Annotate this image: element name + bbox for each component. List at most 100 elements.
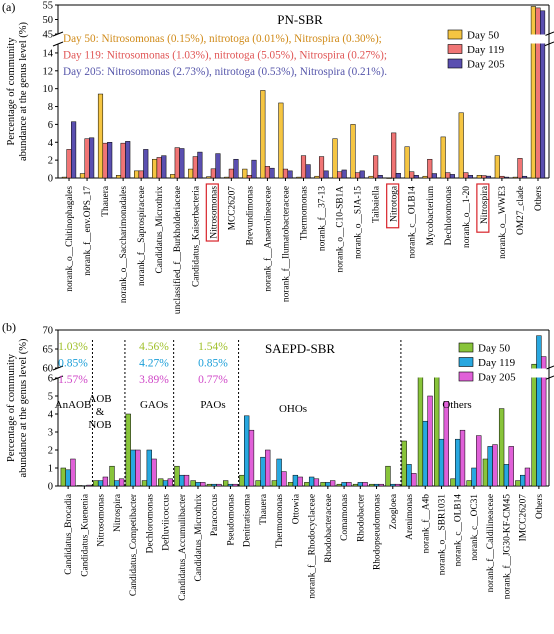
bar-day-119 [246,175,252,179]
highlight-box [205,183,219,242]
bar-day-119 [211,483,217,487]
bar-day-119 [357,482,363,487]
x-tick-label: Nitrosomonas [97,494,107,547]
legend-label: Day 50 [467,30,500,42]
bar-day-119 [422,420,428,487]
y-tick-label: 2 [48,156,53,167]
bar-day-119 [228,168,234,179]
bar-day-50 [76,485,83,487]
x-tick-label: norank_f__Ilumatobacteraceae [280,186,291,302]
bar-day-50 [271,480,278,487]
x-tick-label: norank_o__SJA-15 [354,186,364,259]
bar-day-119 [210,168,216,179]
legend-label: Day 205 [478,372,516,384]
group-percentage: 4.27% [139,358,169,370]
bar-day-205 [232,483,238,487]
bar-day-119 [325,482,331,487]
bar-day-119 [292,474,299,487]
x-tick-label: norank_f__Rhodocyclaceae [307,494,318,599]
x-tick-label: Thauera [259,493,269,525]
bar-day-205 [427,395,433,487]
bar-day-50 [450,478,456,487]
legend-swatch [447,58,463,69]
x-tick-label: Ottowia [291,493,301,524]
group-percentage: 1.54% [198,341,228,353]
bar-day-205 [411,473,417,487]
bar-day-205 [265,449,271,487]
x-tick-label: IMCC26207 [519,494,529,542]
x-tick-label: Thermomonas [300,186,310,241]
bar-day-50 [125,413,131,487]
legend-label: Day 205 [467,59,505,71]
highlight-box [476,183,490,233]
bar-day-119 [391,132,397,179]
bar-day-119 [445,172,451,179]
bar-day-119 [130,449,136,487]
chart-panel-b: 0 1 2 3 4 5 660 65 70 Percentage of community abun… [2,320,554,601]
bar-day-119 [536,335,542,487]
bar-day-205 [362,482,368,487]
bar-day-119 [156,157,162,179]
bar-day-50 [515,480,521,487]
bar-day-119 [120,142,126,179]
bar-day-50 [260,90,266,179]
bar-day-119 [65,469,71,487]
x-tick-label: Nitrosomonas [209,186,219,239]
x-tick-label: Candidatus_Microthrix [194,494,204,582]
bar-day-50 [93,480,99,487]
bar-day-119 [463,172,469,179]
chart-title: SAEPD-SBR [265,341,335,356]
x-tick-label: Candidatus_Brocadia [64,493,74,575]
bar-day-50 [422,175,428,179]
y-axis-label: Percentage of community abundance at the … [6,338,29,478]
bar-day-119 [481,175,487,179]
x-tick-label: norank_o__Chitinophagales [65,186,75,292]
bar-day-119 [174,147,180,179]
bar-day-205 [200,482,206,487]
bar-day-50 [242,168,248,179]
bar-day-205 [476,435,482,487]
bar-day-50 [417,374,424,487]
y-tick-label: 50 [43,15,54,26]
bar-day-50 [134,170,140,179]
bar-day-50 [60,467,66,487]
bar-day-119 [138,170,144,179]
y-axis-label-line2: abundance at the genus level (%) [18,338,29,478]
bar-day-119 [308,476,315,487]
legend-label: Day 119 [467,44,505,56]
group-percentage: 4.56% [139,341,169,353]
bar-day-50 [141,480,148,487]
bar-day-50 [206,483,213,487]
bar-day-205 [503,176,510,179]
bar-day-50 [170,174,176,179]
group-label: AnAOB [55,399,92,411]
bar-day-205 [269,167,275,179]
x-tick-label: Thauera [101,185,111,217]
bar-day-119 [195,482,201,487]
bar-day-50 [434,374,440,487]
y-tick-label: 60 [43,364,54,375]
bar-day-50 [174,465,180,487]
bar-day-119 [409,171,415,179]
legend-swatch [458,342,474,353]
bar-break-gap [417,368,424,378]
x-tick-label: norank_c__OC31 [470,494,480,561]
bar-day-205 [107,142,113,179]
y-tick-label: 6 [48,374,53,385]
x-tick-label: norank_c__OLB14 [454,494,464,567]
bar-day-50 [458,112,464,179]
bar-day-119 [471,467,477,487]
bar-day-50 [498,408,505,487]
x-tick-label: norank_f__Anaerolineaceae [262,186,273,292]
bar-day-205 [341,169,347,179]
bar-day-205 [287,170,293,179]
bar-day-50 [278,102,284,179]
group-percentage: 3.89% [139,374,169,386]
bar-break-gap [539,34,546,44]
bar-day-205 [71,121,77,179]
bar-day-119 [520,474,526,487]
bar-day-50 [61,176,67,179]
annotation-text: Day 205: Nitrosomonas (2.73%), nitrotoga… [63,66,387,78]
x-tick-label: Brevundimonas [245,186,255,246]
bar-day-205 [135,449,141,487]
